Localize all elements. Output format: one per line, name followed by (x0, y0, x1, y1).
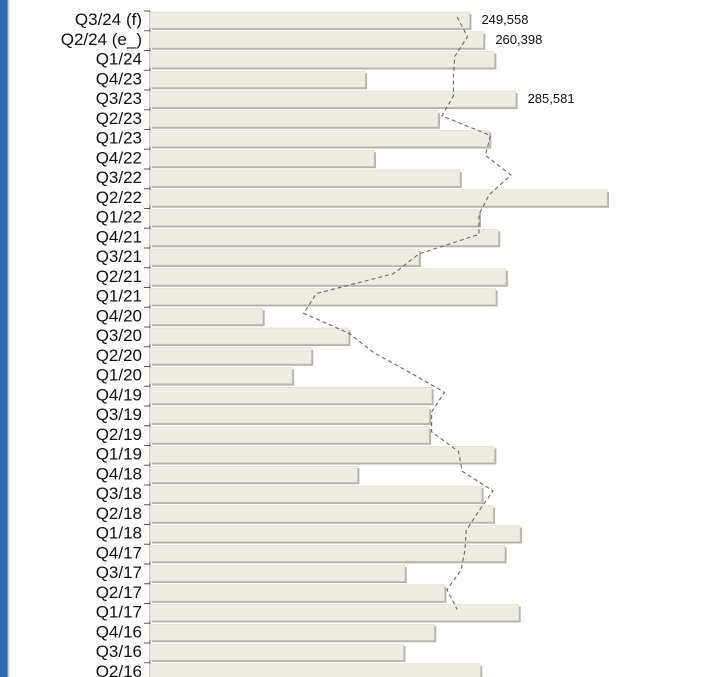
category-label: Q1/24 (96, 50, 142, 69)
category-label: Q2/23 (96, 109, 142, 128)
category-labels: Q3/24 (f)Q2/24 (e_)Q1/24Q4/23Q3/23Q2/23Q… (61, 10, 142, 677)
category-label: Q4/17 (96, 543, 142, 562)
category-label: Q1/22 (96, 208, 142, 227)
category-label: Q2/19 (96, 425, 142, 444)
category-label: Q4/23 (96, 69, 142, 88)
bar (149, 189, 608, 206)
bar (149, 169, 461, 187)
bar (149, 248, 420, 266)
bar-series (149, 11, 609, 677)
trend-line-layer (302, 16, 512, 610)
bar (149, 387, 432, 404)
value-label: 260,398 (495, 32, 542, 47)
category-label: Q3/24 (f) (75, 10, 142, 29)
bar (149, 564, 405, 582)
category-label: Q3/18 (96, 484, 142, 503)
category-label: Q2/18 (96, 504, 142, 523)
bar (149, 31, 484, 48)
bar (149, 327, 349, 345)
bar (149, 643, 404, 661)
bar (149, 505, 494, 522)
category-label: Q2/16 (96, 662, 142, 677)
bar (149, 663, 481, 677)
category-label: Q3/23 (96, 89, 142, 108)
bar (149, 209, 480, 226)
bar (149, 130, 490, 147)
category-label: Q1/20 (96, 366, 142, 385)
bar (149, 584, 445, 601)
left-frame-border (0, 0, 10, 677)
bar (149, 229, 499, 246)
category-label: Q2/17 (96, 583, 142, 602)
bar (149, 545, 505, 562)
category-label: Q3/16 (96, 642, 142, 661)
category-label: Q2/21 (96, 267, 142, 286)
bar (149, 604, 519, 621)
category-label: Q3/21 (96, 247, 142, 266)
category-label: Q2/20 (96, 346, 142, 365)
bar (149, 308, 263, 325)
trend-line (302, 16, 512, 610)
bar (149, 150, 375, 167)
value-label: 285,581 (528, 91, 575, 106)
category-label: Q3/22 (96, 168, 142, 187)
category-label: Q4/19 (96, 385, 142, 404)
category-label: Q1/18 (96, 524, 142, 543)
bar (149, 110, 439, 127)
bar (149, 367, 293, 384)
bar (149, 347, 312, 364)
bar (149, 426, 430, 443)
category-label: Q4/22 (96, 148, 142, 167)
category-label: Q4/21 (96, 227, 142, 246)
bar (149, 525, 521, 542)
category-label: Q3/20 (96, 326, 142, 345)
bar (149, 268, 507, 285)
category-label: Q1/19 (96, 445, 142, 464)
bar (149, 466, 358, 483)
value-label: 249,558 (481, 12, 528, 27)
category-label: Q1/21 (96, 287, 142, 306)
bar (149, 11, 470, 29)
category-label: Q4/20 (96, 306, 142, 325)
category-label: Q1/23 (96, 129, 142, 148)
bar (149, 485, 482, 503)
y-axis (144, 10, 151, 677)
category-label: Q1/17 (96, 603, 142, 622)
category-label: Q3/19 (96, 405, 142, 424)
category-label: Q2/22 (96, 188, 142, 207)
category-label: Q4/18 (96, 464, 142, 483)
bar (149, 406, 430, 424)
bar (149, 446, 495, 463)
bar (149, 624, 435, 641)
value-labels: 249,558 260,398 285,581 (481, 12, 574, 106)
bar (149, 288, 496, 305)
category-label: Q2/24 (e_) (61, 30, 142, 49)
bar (149, 90, 516, 108)
category-label: Q4/16 (96, 622, 142, 641)
bar (149, 71, 366, 88)
bar (149, 51, 495, 68)
category-label: Q3/17 (96, 563, 142, 582)
